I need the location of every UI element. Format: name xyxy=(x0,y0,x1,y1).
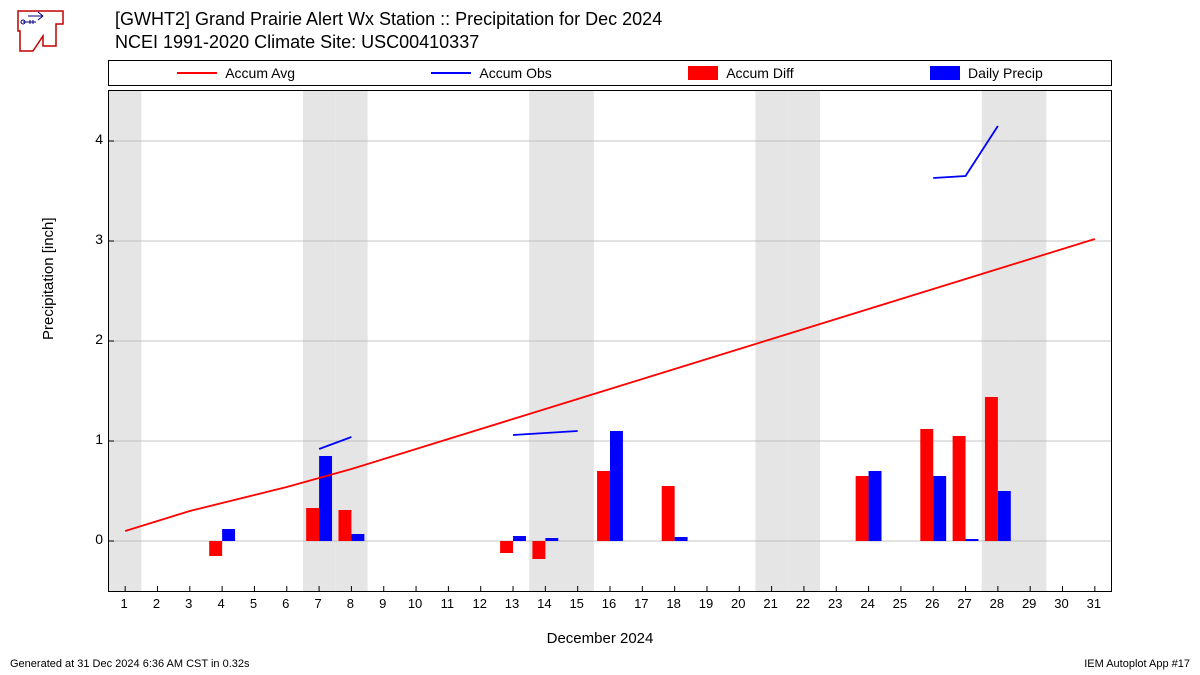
x-tick-label: 2 xyxy=(144,596,168,611)
x-tick-label: 24 xyxy=(856,596,880,611)
footer-appid: IEM Autoplot App #17 xyxy=(1084,658,1190,670)
x-tick-label: 29 xyxy=(1017,596,1041,611)
y-tick-label: 0 xyxy=(78,531,103,547)
x-tick-label: 11 xyxy=(435,596,459,611)
x-tick-label: 9 xyxy=(371,596,395,611)
x-tick-label: 18 xyxy=(662,596,686,611)
x-tick-label: 22 xyxy=(791,596,815,611)
x-tick-label: 7 xyxy=(306,596,330,611)
x-tick-label: 25 xyxy=(888,596,912,611)
x-tick-label: 19 xyxy=(694,596,718,611)
x-tick-label: 21 xyxy=(759,596,783,611)
x-tick-label: 10 xyxy=(403,596,427,611)
x-tick-label: 26 xyxy=(920,596,944,611)
x-tick-label: 6 xyxy=(274,596,298,611)
y-tick-label: 2 xyxy=(78,331,103,347)
y-tick-label: 4 xyxy=(78,131,103,147)
x-tick-label: 20 xyxy=(726,596,750,611)
x-tick-label: 23 xyxy=(823,596,847,611)
x-tick-label: 15 xyxy=(565,596,589,611)
legend-accum-obs: Accum Obs xyxy=(431,65,551,81)
x-tick-label: 27 xyxy=(953,596,977,611)
x-tick-label: 17 xyxy=(629,596,653,611)
x-axis-label: December 2024 xyxy=(0,630,1200,647)
x-tick-label: 30 xyxy=(1050,596,1074,611)
x-tick-label: 5 xyxy=(241,596,265,611)
x-tick-label: 16 xyxy=(597,596,621,611)
footer-generated: Generated at 31 Dec 2024 6:36 AM CST in … xyxy=(10,658,250,670)
title-line-2: NCEI 1991-2020 Climate Site: USC00410337 xyxy=(115,31,662,54)
y-tick-label: 1 xyxy=(78,431,103,447)
x-tick-label: 3 xyxy=(177,596,201,611)
x-tick-label: 31 xyxy=(1082,596,1106,611)
x-tick-label: 13 xyxy=(500,596,524,611)
y-tick-label: 3 xyxy=(78,231,103,247)
legend-accum-avg: Accum Avg xyxy=(177,65,295,81)
legend-daily-precip: Daily Precip xyxy=(930,65,1043,81)
x-tick-label: 12 xyxy=(468,596,492,611)
x-tick-label: 28 xyxy=(985,596,1009,611)
legend-accum-diff: Accum Diff xyxy=(688,65,793,81)
plot-area xyxy=(108,90,1112,592)
x-tick-label: 14 xyxy=(532,596,556,611)
iem-logo-icon xyxy=(8,6,68,56)
x-tick-label: 8 xyxy=(338,596,362,611)
legend: Accum Avg Accum Obs Accum Diff Daily Pre… xyxy=(108,60,1112,86)
x-tick-label: 4 xyxy=(209,596,233,611)
x-tick-label: 1 xyxy=(112,596,136,611)
title-line-1: [GWHT2] Grand Prairie Alert Wx Station :… xyxy=(115,8,662,31)
chart-title: [GWHT2] Grand Prairie Alert Wx Station :… xyxy=(115,8,662,53)
y-axis-label: Precipitation [inch] xyxy=(40,217,57,340)
